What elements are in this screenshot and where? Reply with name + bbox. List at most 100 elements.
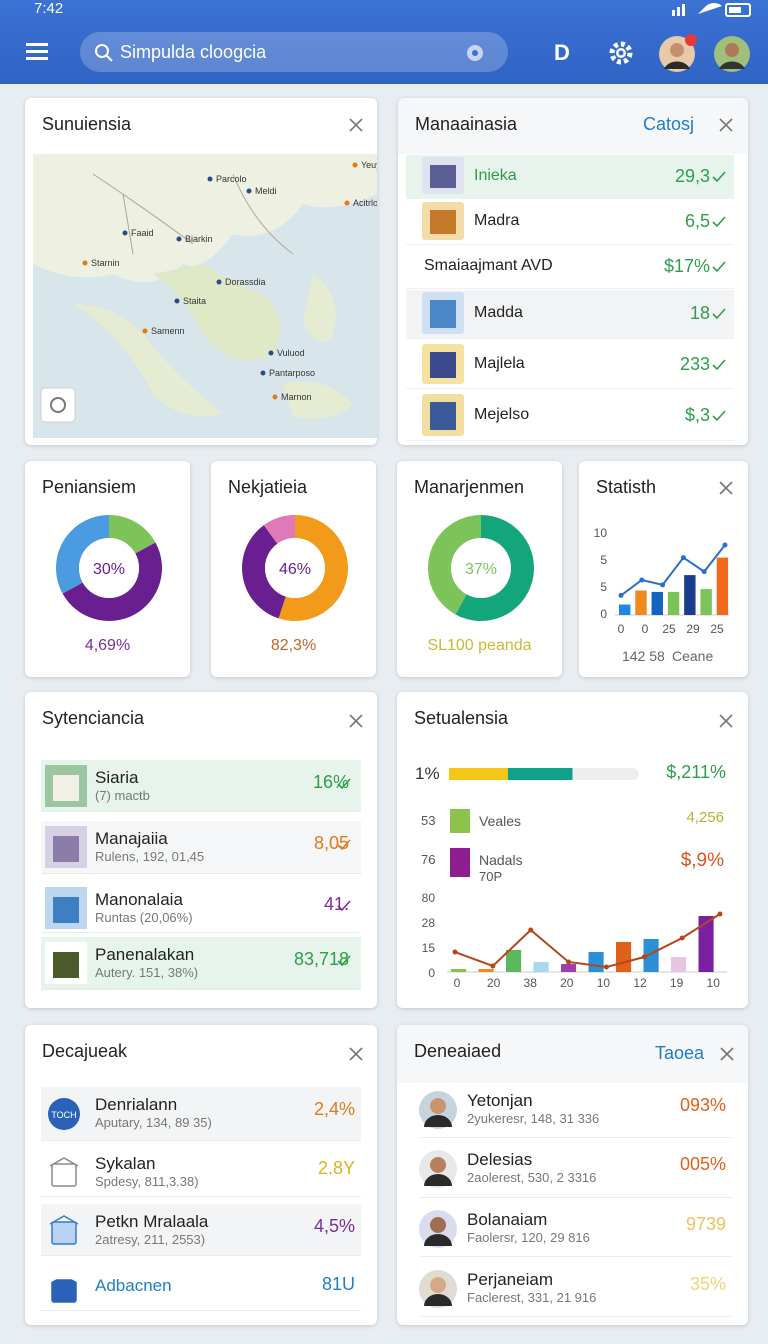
x-label: 20: [560, 976, 574, 990]
item-icon: TOCH: [48, 1098, 80, 1130]
check-icon: [337, 839, 351, 851]
x-label: 0: [454, 976, 461, 990]
card-action[interactable]: Taoea: [654, 1043, 704, 1063]
check-icon: [712, 359, 726, 371]
item-detail: Faclerest, 331, 21 916: [467, 1290, 597, 1305]
x-label: 0: [642, 622, 649, 636]
close-button[interactable]: [348, 713, 364, 729]
donut-center-label: 37%: [465, 561, 497, 578]
icon-badge: [48, 1098, 80, 1130]
close-button[interactable]: [719, 1046, 735, 1062]
item-value: 2,4%: [313, 1099, 355, 1119]
icon-building: [430, 210, 456, 234]
map-label: Dorassdia: [225, 277, 266, 287]
trend-card: Setualensia 1% $,211% 53 Veales 4,256 76 Nadal…: [397, 692, 748, 1008]
item-value: 9739: [685, 1214, 726, 1234]
close-button[interactable]: [348, 1046, 364, 1062]
bar: [651, 591, 663, 615]
list-row: [41, 1204, 361, 1256]
y-label: 0: [428, 966, 435, 980]
map-label: Vuluod: [277, 348, 305, 358]
list-row: [41, 1262, 361, 1311]
search-action[interactable]: [464, 42, 486, 64]
bar: [506, 949, 522, 972]
close-button[interactable]: [718, 117, 734, 133]
check-mark: [712, 308, 726, 320]
list-row: [41, 1146, 361, 1197]
search-icon: [95, 44, 113, 62]
x-label: 0: [618, 622, 625, 636]
donut-segment: [109, 515, 156, 554]
bar: [619, 604, 631, 615]
progress-value: $,211%: [666, 762, 726, 782]
close-icon: [719, 481, 733, 495]
search-box[interactable]: Simpulda cloogcia: [80, 32, 508, 72]
y-label: 0: [600, 607, 607, 621]
check-icon: [337, 955, 351, 967]
line-dot: [603, 964, 609, 970]
icon-roof: [49, 1273, 79, 1283]
close-icon: [719, 118, 733, 132]
check-mark: [337, 778, 351, 790]
card-title: Decajueak: [42, 1041, 128, 1061]
list-row: [41, 1087, 361, 1141]
icon-building: [53, 836, 79, 862]
avatars[interactable]: [658, 33, 754, 75]
check-mark: [712, 410, 726, 422]
map-pin: [352, 162, 358, 168]
trend-line: [454, 913, 721, 969]
legend-name: Veales: [479, 813, 522, 829]
item-icon: [422, 394, 464, 436]
bar: [671, 957, 687, 972]
card-title: Statisth: [596, 477, 657, 497]
bar: [561, 964, 577, 972]
header-letter[interactable]: D: [554, 40, 570, 65]
card-action[interactable]: Catosj: [642, 114, 694, 134]
item-name: Adbacnen: [95, 1276, 172, 1295]
list-row: [41, 821, 361, 874]
map-pin: [122, 230, 128, 236]
donut-segment: [428, 515, 481, 615]
icon-building: [430, 402, 456, 430]
bar: [635, 590, 647, 615]
settings-button[interactable]: [608, 40, 634, 66]
close-button[interactable]: [718, 480, 734, 496]
donut-footer: 4,69%: [84, 637, 131, 654]
check-icon: [712, 216, 726, 228]
close-button[interactable]: [718, 713, 734, 729]
icon-building: [430, 352, 456, 378]
item-icon: [422, 344, 464, 384]
map-pin: [246, 188, 252, 194]
card-title: Manaainasia: [415, 114, 518, 134]
item-detail: (7) mactb: [95, 788, 150, 803]
menu-button[interactable]: [26, 42, 50, 62]
y-label: 80: [422, 891, 436, 905]
bar: [700, 589, 712, 615]
item-value: 4,5%: [313, 1216, 355, 1236]
item-detail: Spdesy, 811,3.38): [95, 1174, 199, 1189]
donut-segment: [455, 515, 534, 621]
map-label: Faaid: [131, 228, 154, 238]
item-value: 35%: [689, 1274, 726, 1294]
item-value: 81U: [321, 1274, 355, 1294]
progress-segment: [507, 768, 573, 780]
map-pin: [174, 298, 180, 304]
close-button[interactable]: [348, 117, 364, 133]
map[interactable]: Yeuy Parcolo Meldi Acitrlon Faaid Biarkin Star…: [33, 154, 377, 438]
task-card: Sytenciancia Siaria (7) mactb 16% Manajaiia…: [25, 692, 377, 1008]
icon-shape: [51, 1163, 77, 1187]
line-dot: [452, 949, 458, 955]
item-name: Manonalaia: [95, 890, 183, 909]
line-dot: [679, 935, 685, 941]
check-icon: [337, 900, 351, 912]
item-name: Inieka: [474, 166, 517, 184]
bar: [643, 939, 659, 972]
donut-segment: [241, 525, 286, 619]
avatar-face: [430, 1098, 446, 1114]
card-title: Peniansiem: [42, 477, 137, 497]
icon-building: [53, 897, 79, 923]
status-icons: [672, 2, 751, 17]
bar: [667, 591, 680, 615]
avatar-body: [424, 1115, 452, 1127]
avatar: [419, 1150, 457, 1188]
